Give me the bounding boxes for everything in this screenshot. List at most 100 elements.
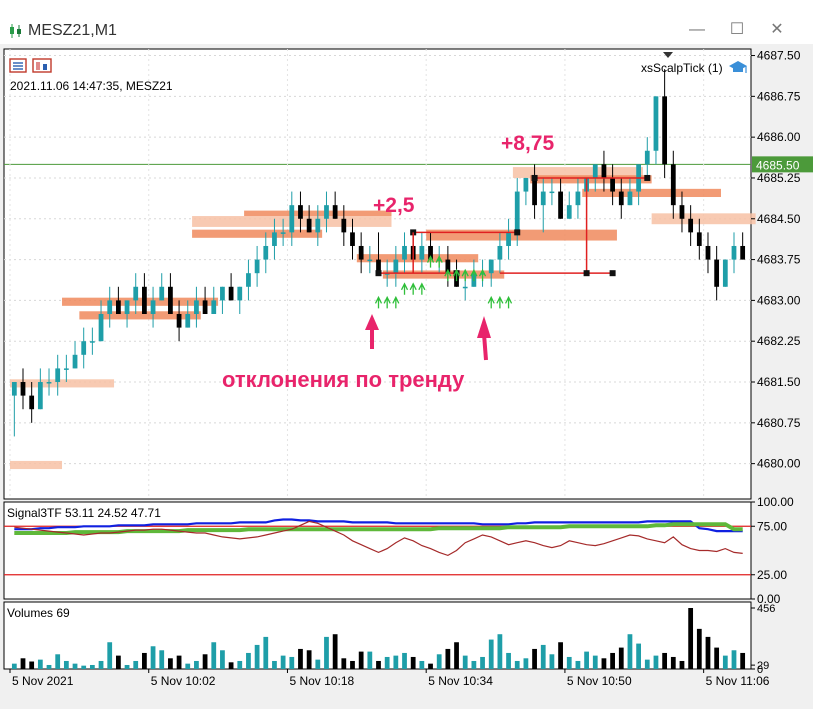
up-arrow — [374, 295, 383, 309]
candle-body — [176, 313, 182, 328]
level-zone — [62, 297, 219, 306]
candle-body — [81, 341, 87, 355]
up-arrow — [504, 295, 513, 309]
volume-bar — [696, 628, 702, 669]
candle-body — [324, 205, 329, 219]
volume-bar — [627, 634, 633, 669]
volume-bar — [705, 636, 711, 669]
volume-bar — [636, 643, 642, 669]
maximize-button[interactable]: ☐ — [729, 21, 745, 38]
chart-area[interactable]: 4687.50 4686.75 4686.00 4685.25 4684.50 4683.… — [0, 44, 813, 709]
level-zone — [79, 311, 201, 320]
close-button[interactable]: ✕ — [770, 21, 784, 38]
trade-point — [514, 229, 521, 236]
volume-bar — [202, 654, 208, 669]
candle-body — [263, 245, 269, 260]
volume-bar — [332, 634, 338, 669]
candle-body — [89, 341, 95, 343]
price-tick-label: 4681.50 — [757, 375, 801, 389]
window-titlebar[interactable]: MESZ21,M1 — ☐ ✕ — [0, 0, 813, 45]
volume-tick-label: 456 — [757, 603, 775, 615]
candle-body — [280, 232, 286, 234]
level-zone — [651, 213, 756, 225]
volume-bar — [454, 642, 459, 669]
trade-point — [375, 270, 382, 277]
volume-bar — [194, 660, 199, 669]
volume-bar — [37, 659, 43, 669]
candle-body — [168, 286, 173, 314]
volume-bar — [289, 656, 295, 669]
candle-body — [211, 300, 217, 314]
volume-bar — [159, 650, 165, 669]
candle-body — [332, 205, 338, 219]
candle-body — [376, 259, 381, 274]
volume-bar — [436, 654, 442, 669]
volume-bar — [514, 660, 520, 669]
volume-bar — [740, 652, 746, 669]
volume-bar — [46, 664, 52, 669]
volume-bar — [98, 660, 104, 669]
candle-body — [549, 191, 555, 194]
candle-body — [740, 245, 746, 260]
chart-shift-marker[interactable] — [663, 52, 673, 58]
pointer-arrow-2 — [477, 316, 491, 361]
price-tick-label: 4683.00 — [757, 293, 801, 307]
time-tick-label: 5 Nov 10:02 — [151, 674, 216, 688]
candle-body — [558, 191, 563, 219]
volume-bar — [358, 651, 364, 669]
volume-bar — [549, 654, 555, 669]
minimize-button[interactable]: — — [689, 21, 705, 38]
volume-bar — [107, 642, 113, 669]
volume-bar — [618, 647, 624, 669]
volume-bar — [20, 658, 26, 669]
volume-bar — [679, 660, 685, 669]
candle-body — [714, 259, 720, 287]
volume-bar — [428, 663, 433, 669]
level-zone — [382, 270, 505, 279]
volume-bar — [653, 655, 659, 669]
candle-body — [72, 354, 78, 369]
candle-body — [705, 245, 711, 260]
volume-panel[interactable] — [3, 601, 752, 670]
volume-bar — [488, 639, 494, 669]
candle-body — [688, 218, 694, 233]
graduation-cap-icon[interactable] — [729, 61, 747, 73]
candle-body — [653, 96, 659, 151]
candle-body — [679, 205, 685, 219]
candle-body — [150, 300, 156, 314]
level-zone — [192, 229, 323, 238]
price-tick-label: 4686.00 — [757, 130, 801, 144]
price-tick-label: 4684.50 — [757, 212, 801, 226]
quick-trade-icon[interactable] — [9, 58, 27, 73]
candle-body — [159, 286, 165, 301]
volume-bar — [211, 642, 217, 669]
volume-axis: 456 290 — [751, 603, 775, 676]
trade-marks — [375, 174, 651, 277]
candle-body — [98, 313, 104, 342]
up-arrow — [461, 268, 469, 282]
depth-of-market-icon[interactable] — [32, 58, 52, 73]
volume-bar — [324, 636, 329, 669]
candle-body — [523, 177, 529, 192]
volume-bar — [263, 636, 269, 669]
candle-body — [46, 382, 52, 384]
volume-bar — [662, 652, 668, 669]
candle-body — [341, 218, 347, 233]
candle-body — [601, 164, 607, 178]
candle-body — [445, 259, 451, 274]
volume-bar — [376, 660, 381, 669]
volume-bar — [254, 644, 260, 669]
volume-bar — [566, 656, 572, 669]
up-arrow — [435, 255, 443, 268]
candle-body — [11, 382, 17, 396]
volume-bar — [185, 663, 191, 669]
trend-deviation-caption: отклонения по тренду — [222, 367, 465, 392]
volume-bar — [610, 652, 615, 669]
signal-panel[interactable] — [3, 501, 752, 600]
signal-series-line — [14, 518, 743, 533]
candle-body — [220, 286, 225, 301]
window-title: MESZ21,M1 — [28, 22, 117, 39]
candle-body — [202, 300, 208, 314]
chart-info: 2021.11.06 14:47:35, MESZ21 — [10, 79, 173, 93]
